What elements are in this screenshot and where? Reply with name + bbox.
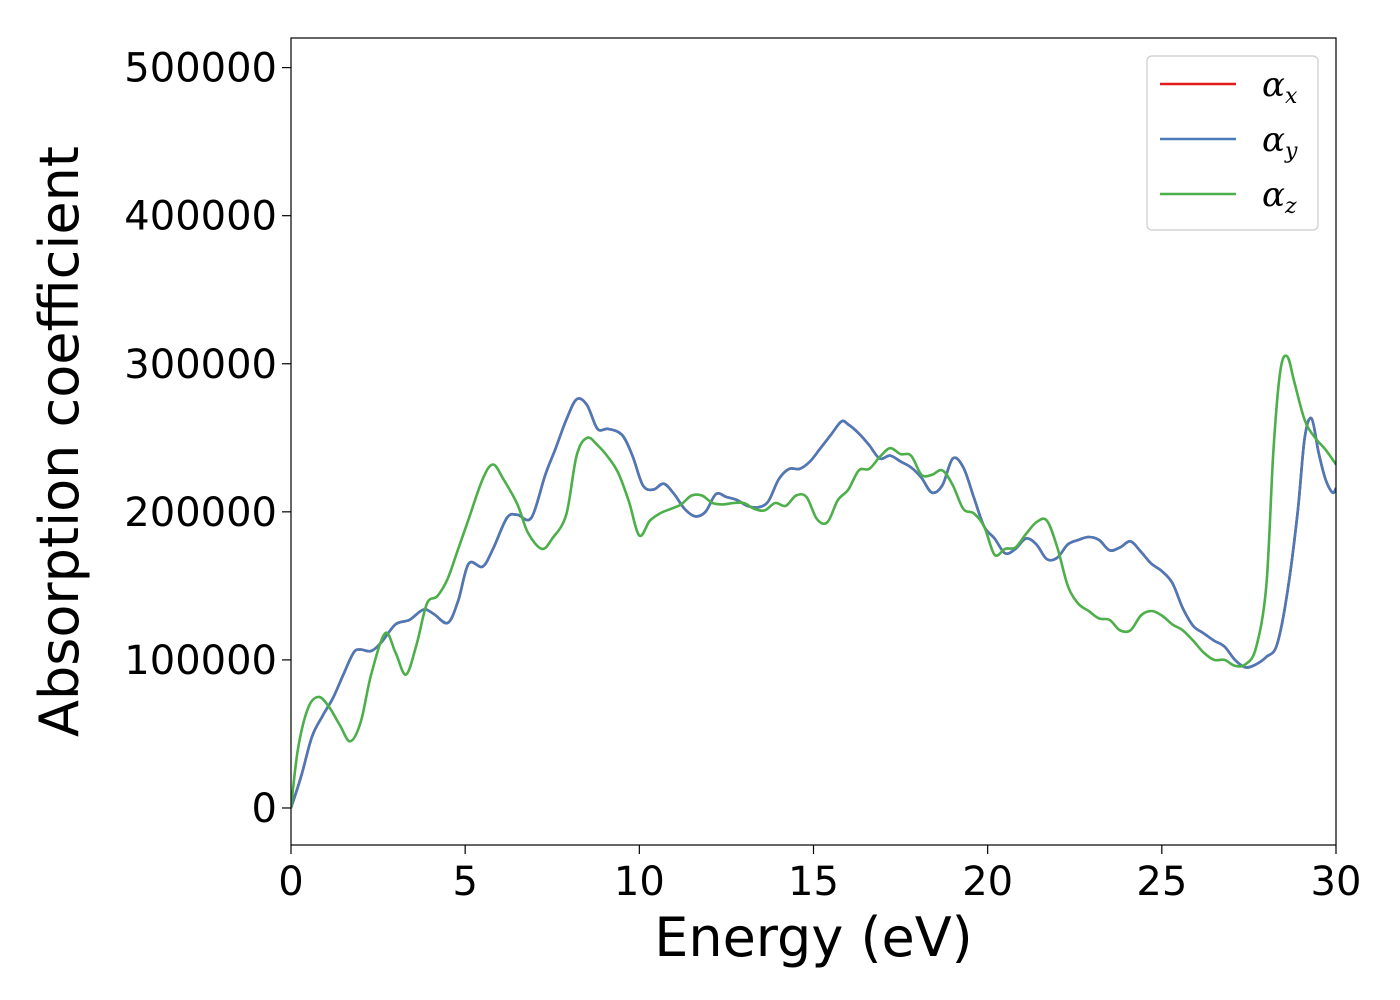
legend-label: αz bbox=[1262, 175, 1297, 219]
series-layer bbox=[291, 354, 1336, 809]
y-axis-ticks: 0 100000 200000 300000 400000 500000 bbox=[124, 46, 291, 832]
y-tick-label: 400000 bbox=[124, 194, 277, 240]
y-axis-label: Absorption coefficient bbox=[28, 146, 91, 737]
y-tick-label: 0 bbox=[252, 786, 277, 832]
x-tick-label: 20 bbox=[962, 859, 1013, 905]
y-tick-label: 300000 bbox=[124, 342, 277, 388]
legend-item-y[interactable]: αy bbox=[1160, 120, 1298, 164]
y-tick-label: 200000 bbox=[124, 490, 277, 536]
legend-label: αx bbox=[1262, 65, 1298, 109]
series-line-z bbox=[291, 354, 1336, 809]
series-line-y bbox=[291, 397, 1336, 809]
legend[interactable]: αx αy αz bbox=[1146, 55, 1319, 231]
y-tick-label: 100000 bbox=[124, 638, 277, 684]
x-tick-label: 15 bbox=[788, 859, 839, 905]
x-tick-label: 0 bbox=[278, 859, 303, 905]
x-tick-label: 5 bbox=[452, 859, 477, 905]
x-tick-label: 10 bbox=[614, 859, 665, 905]
y-tick-label: 500000 bbox=[124, 46, 277, 92]
x-axis-ticks: 0 5 10 15 20 25 30 bbox=[278, 845, 1361, 905]
x-tick-label: 25 bbox=[1136, 859, 1187, 905]
legend-item-x[interactable]: αx bbox=[1160, 65, 1298, 109]
legend-item-z[interactable]: αz bbox=[1160, 175, 1297, 219]
legend-box bbox=[1146, 55, 1319, 231]
legend-label: αy bbox=[1262, 120, 1298, 164]
x-axis-label: Energy (eV) bbox=[654, 906, 973, 969]
x-tick-label: 30 bbox=[1311, 859, 1362, 905]
